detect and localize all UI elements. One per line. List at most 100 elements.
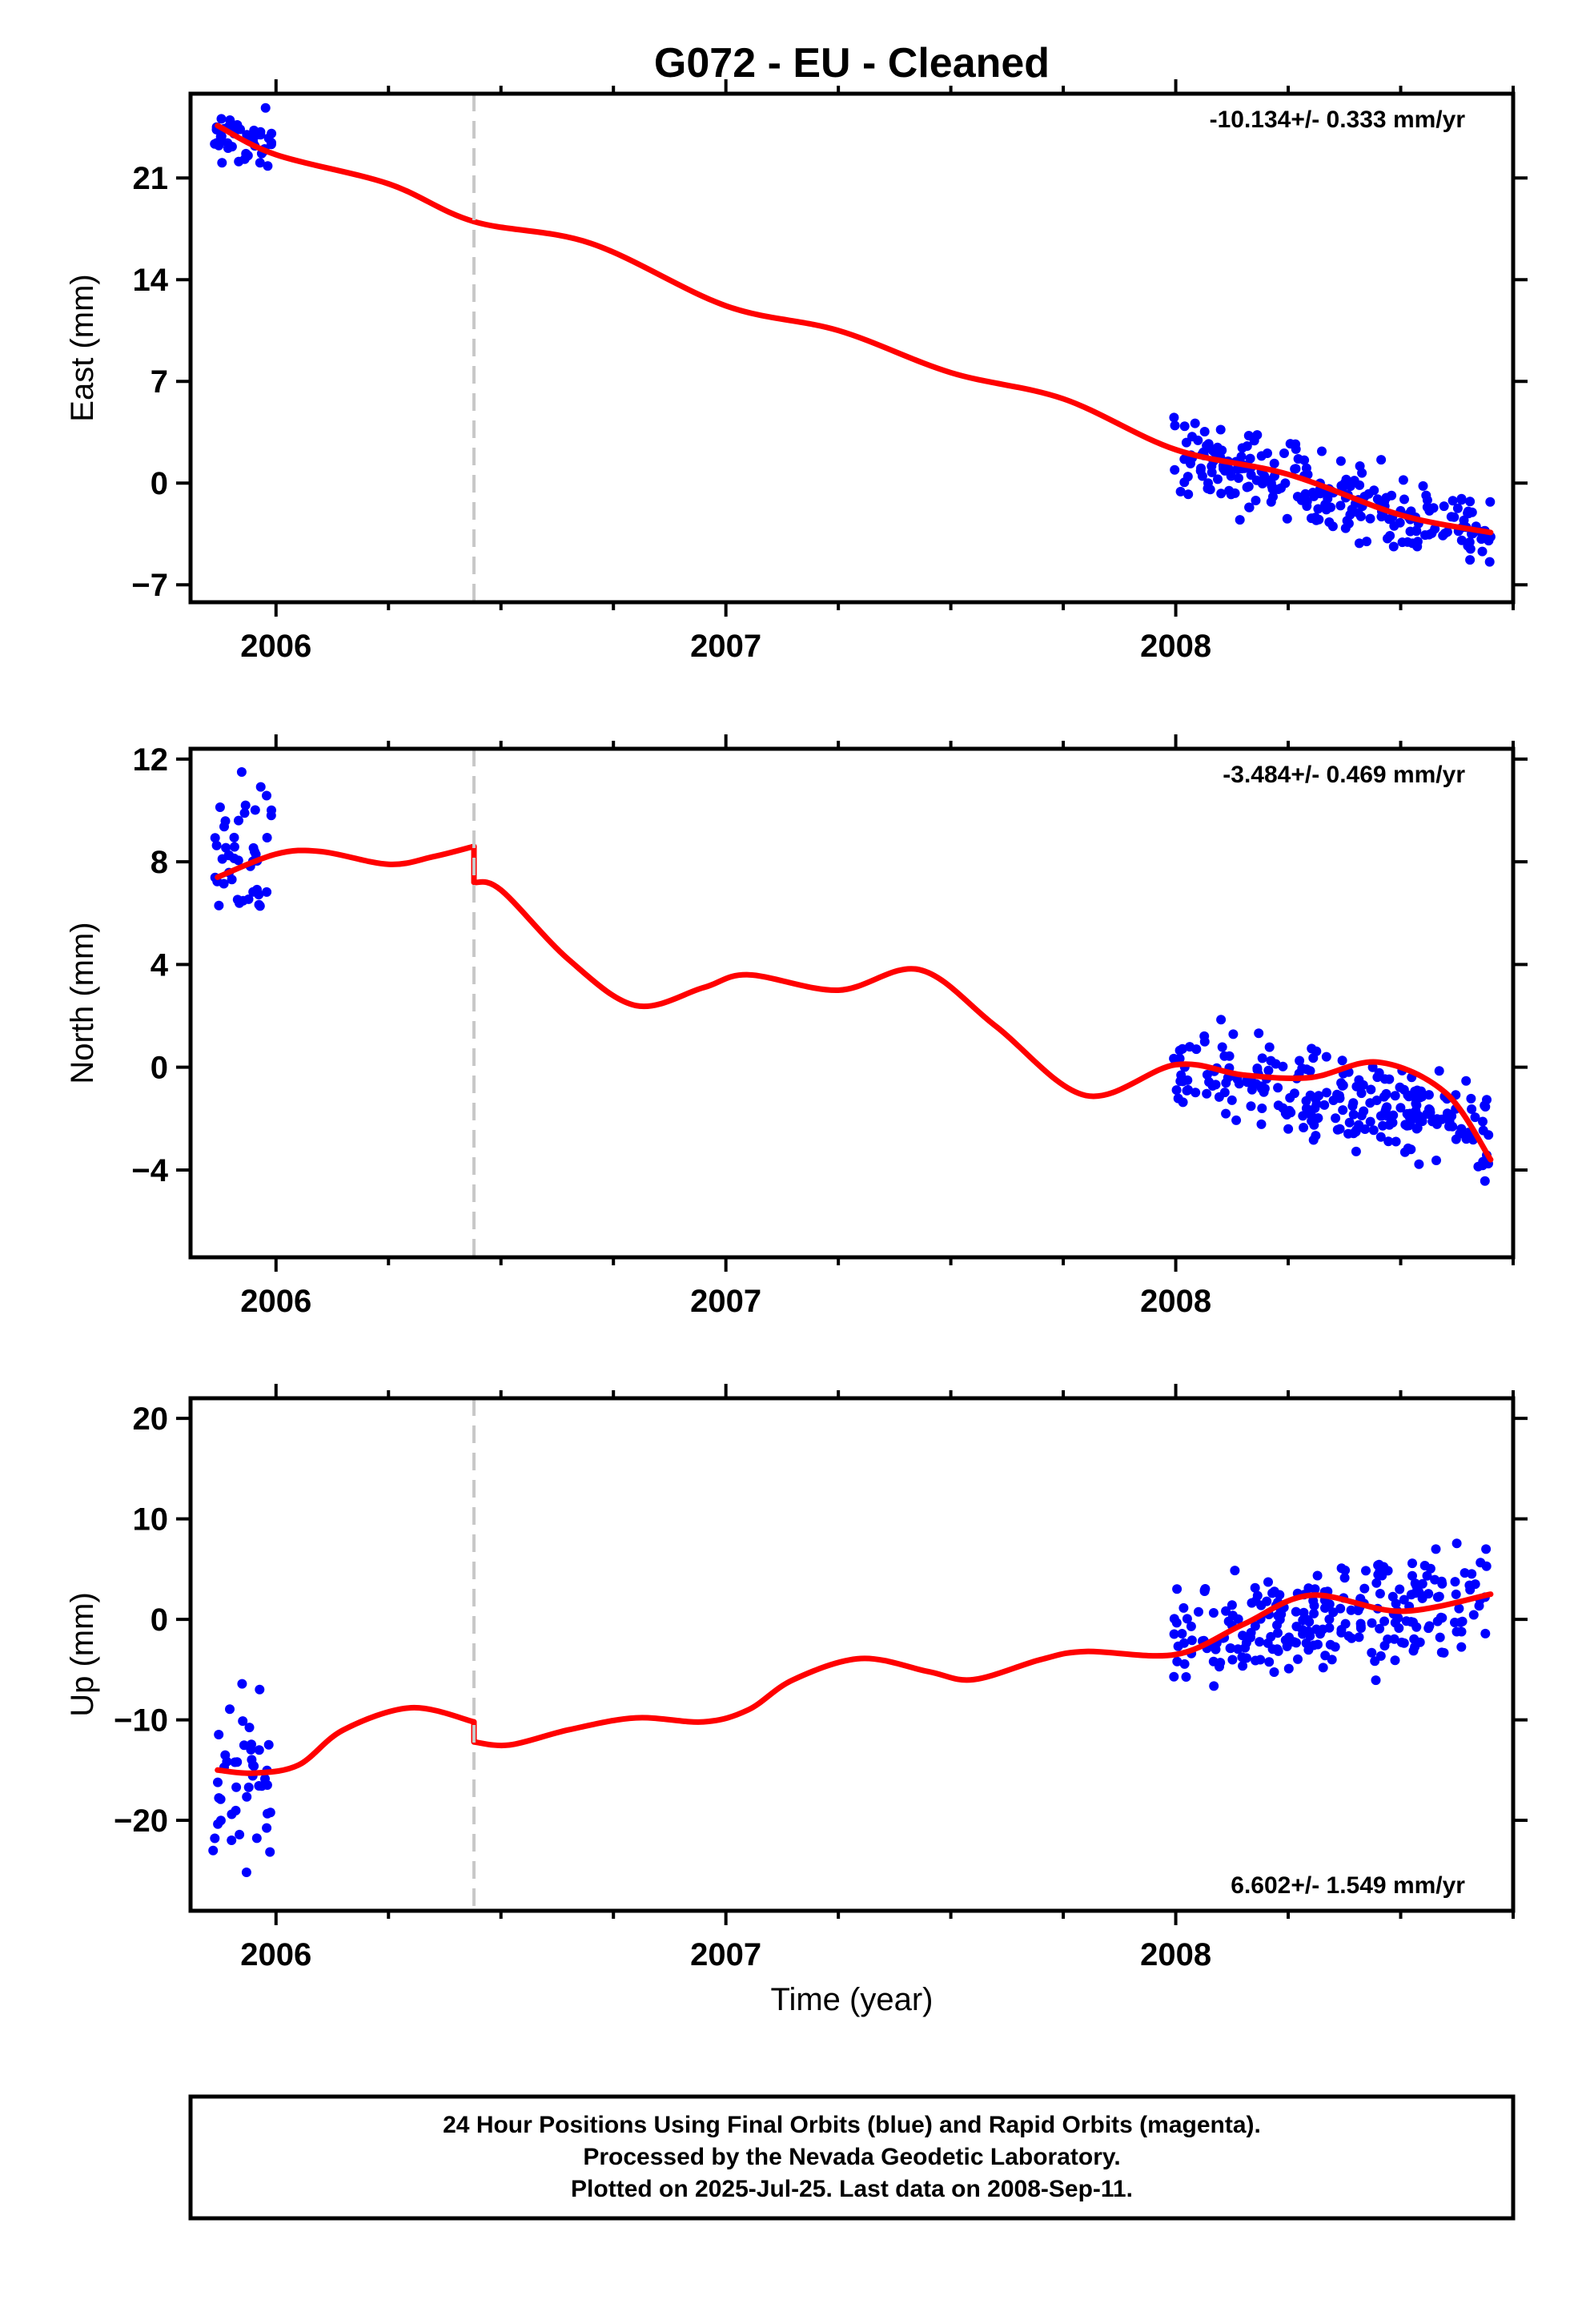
footer-line-3: Plotted on 2025-Jul-25. Last data on 200… <box>571 2176 1133 2202</box>
data-point <box>1245 453 1255 464</box>
data-point <box>1171 1085 1182 1096</box>
data-point <box>1264 1657 1275 1667</box>
data-point <box>1263 1577 1273 1587</box>
data-point <box>1419 1561 1430 1570</box>
data-point <box>238 1716 248 1727</box>
north-data-points <box>210 767 1494 1186</box>
data-point <box>1269 458 1279 468</box>
data-point <box>1247 1598 1257 1608</box>
data-point <box>1376 455 1387 465</box>
data-point <box>260 1774 270 1784</box>
data-point <box>1435 1612 1446 1622</box>
data-point <box>1415 1116 1424 1126</box>
data-point <box>229 832 239 842</box>
data-point <box>1235 515 1245 525</box>
data-point <box>1236 452 1247 462</box>
data-point <box>232 120 243 130</box>
data-point <box>1359 1583 1370 1594</box>
data-point <box>1327 1655 1337 1665</box>
data-point <box>210 833 220 843</box>
data-point <box>1187 432 1197 442</box>
data-point <box>229 842 239 852</box>
data-point <box>241 1868 251 1877</box>
data-point <box>1311 1624 1322 1634</box>
data-point <box>1346 1605 1356 1615</box>
data-point <box>1177 1629 1187 1638</box>
data-point <box>216 114 227 124</box>
data-point <box>213 1819 223 1829</box>
data-point <box>1226 489 1236 500</box>
data-point <box>1336 1563 1347 1574</box>
data-point <box>1264 1042 1275 1052</box>
data-point <box>225 115 235 125</box>
x-tick-label: 2008 <box>1140 1937 1211 1972</box>
data-point <box>267 138 276 148</box>
data-point <box>1170 464 1180 475</box>
data-point <box>1292 492 1303 502</box>
data-point <box>1439 501 1449 512</box>
data-point <box>1173 1641 1183 1651</box>
data-point <box>217 158 227 168</box>
data-point <box>1215 424 1226 435</box>
data-point <box>1183 489 1194 500</box>
data-point <box>1321 1051 1331 1062</box>
data-point <box>1375 1651 1386 1661</box>
data-point <box>1177 1043 1187 1054</box>
data-point <box>1418 480 1428 491</box>
y-tick-label: −7 <box>131 568 168 603</box>
up-plot-frame <box>188 1396 1516 1913</box>
data-point <box>235 1829 245 1839</box>
data-point <box>1390 1618 1400 1628</box>
data-point <box>1238 1661 1248 1671</box>
data-point <box>1356 1111 1367 1120</box>
data-point <box>1368 1125 1379 1136</box>
up-x-ticks: 2006 2007 2008 <box>240 1384 1515 1972</box>
data-point <box>1169 412 1179 423</box>
data-point <box>1233 1614 1243 1624</box>
data-point <box>1322 1088 1331 1098</box>
data-point <box>1395 1584 1405 1594</box>
data-point <box>1204 1077 1215 1088</box>
data-point <box>1456 1626 1467 1637</box>
data-point <box>1395 1103 1406 1113</box>
data-point <box>263 161 273 171</box>
data-point <box>244 1723 255 1733</box>
data-point <box>1199 1031 1210 1041</box>
data-point <box>1485 497 1496 507</box>
north-x-ticks: 2006 2007 2008 <box>240 734 1515 1319</box>
data-point <box>1282 1110 1292 1120</box>
data-point <box>1484 557 1495 567</box>
data-point <box>1313 504 1323 514</box>
x-tick-label: 2007 <box>690 1284 761 1319</box>
data-point <box>1291 444 1301 454</box>
data-point <box>214 1793 224 1803</box>
data-point <box>1375 1623 1385 1634</box>
data-point <box>1335 456 1346 466</box>
data-point <box>266 810 276 821</box>
data-point <box>1194 1606 1203 1617</box>
data-point <box>1172 1656 1182 1667</box>
data-point <box>1335 1124 1345 1134</box>
x-tick-label: 2008 <box>1140 629 1211 664</box>
figure-title: G072 - EU - Cleaned <box>654 40 1050 86</box>
data-point <box>1390 1655 1400 1666</box>
up-data-points <box>208 1538 1492 1877</box>
data-point <box>1375 1589 1385 1598</box>
data-point <box>1183 1084 1193 1095</box>
data-point <box>1415 1637 1425 1647</box>
data-point <box>1328 1096 1339 1105</box>
data-point <box>1451 1134 1461 1144</box>
data-point <box>255 1684 265 1695</box>
data-point <box>1478 1116 1488 1127</box>
data-point <box>251 1833 262 1844</box>
data-point <box>1365 513 1375 524</box>
data-point <box>262 790 271 801</box>
east-x-ticks: 2006 2007 2008 <box>240 79 1515 664</box>
footer-frame <box>188 2094 1516 2221</box>
data-point <box>1390 1091 1400 1101</box>
data-point <box>1171 1618 1182 1628</box>
data-point <box>1234 1079 1244 1089</box>
data-point <box>1169 1053 1179 1063</box>
data-point <box>1301 1104 1311 1113</box>
